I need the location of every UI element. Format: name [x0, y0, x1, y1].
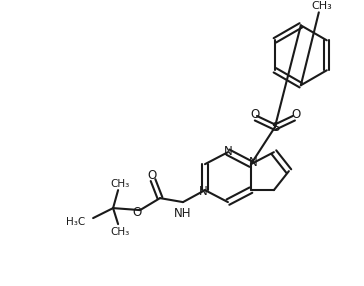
- Text: N: N: [199, 185, 207, 198]
- Text: CH₃: CH₃: [312, 1, 332, 11]
- Text: O: O: [147, 169, 157, 182]
- Text: CH₃: CH₃: [110, 179, 130, 189]
- Text: N: N: [223, 145, 232, 158]
- Text: S: S: [271, 121, 279, 134]
- Text: O: O: [250, 108, 260, 121]
- Text: N: N: [249, 156, 257, 169]
- Text: H₃C: H₃C: [66, 217, 85, 227]
- Text: O: O: [291, 108, 300, 121]
- Text: O: O: [132, 206, 142, 219]
- Text: CH₃: CH₃: [110, 227, 130, 237]
- Text: NH: NH: [174, 207, 192, 220]
